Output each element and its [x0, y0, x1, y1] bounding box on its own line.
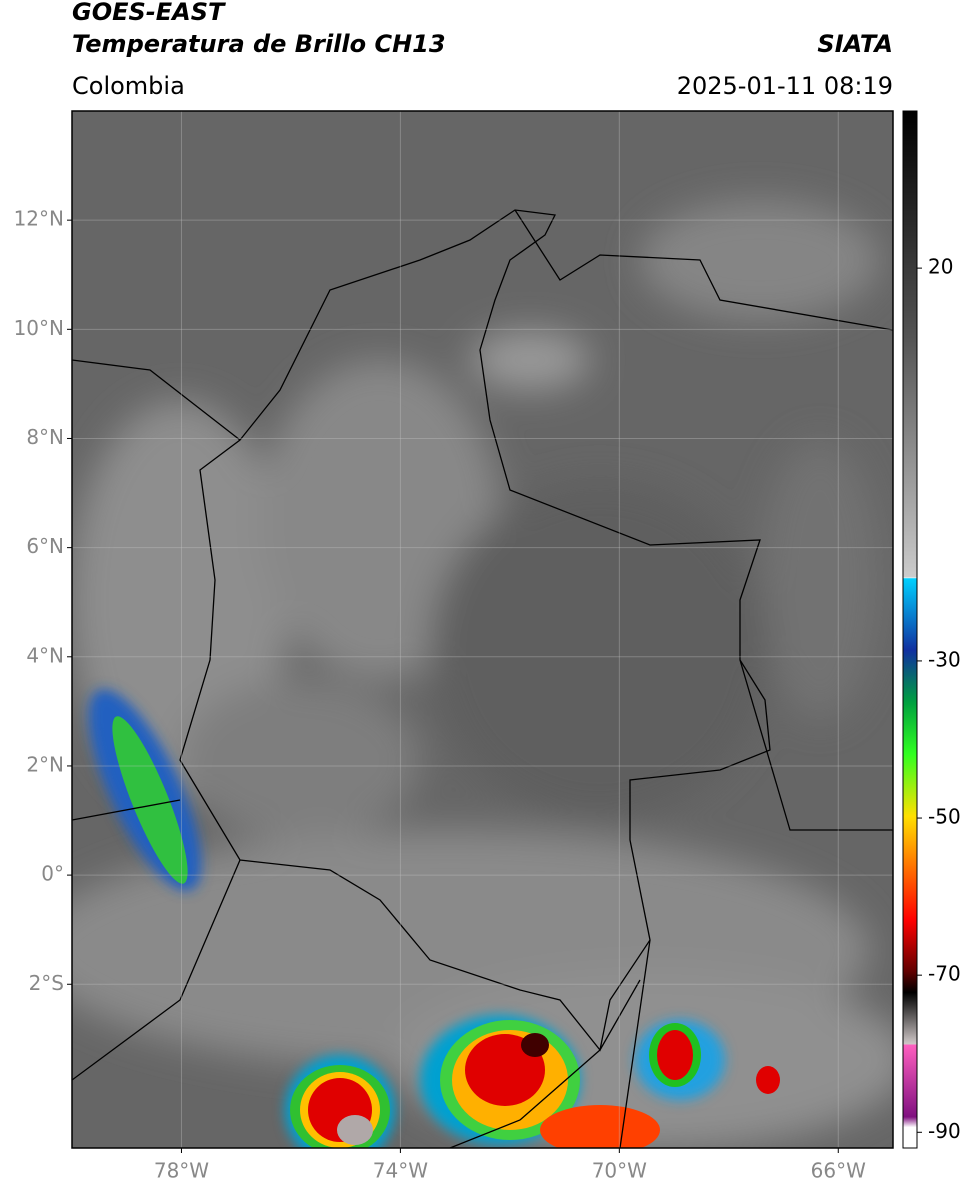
subtitle: Temperatura de Brillo CH13	[72, 30, 446, 58]
map-frame	[71, 110, 894, 1149]
convective-cells	[88, 689, 780, 1148]
x-tick-label: 66°W	[811, 1159, 866, 1183]
satellite-image	[72, 111, 893, 1148]
colorbar	[902, 110, 918, 1149]
colorbar-label: 20	[928, 255, 953, 279]
y-tick-label: 12°N	[14, 207, 64, 231]
x-tick-label: 78°W	[154, 1159, 209, 1183]
source: SIATA	[817, 30, 893, 58]
y-tick-label: 8°N	[26, 425, 64, 449]
y-tick-label: 2°N	[26, 752, 64, 776]
title: GOES-EAST	[72, 0, 226, 26]
datetime: 2025-01-11 08:19	[677, 72, 893, 100]
y-tick-label: 2°S	[29, 971, 64, 995]
cloud-texture	[72, 200, 893, 1148]
y-tick-label: 0°	[41, 862, 64, 886]
x-tick-label: 74°W	[373, 1159, 428, 1183]
colorbar-label: -50	[928, 805, 961, 829]
y-tick-label: 6°N	[26, 534, 64, 558]
x-tick-label: 70°W	[592, 1159, 647, 1183]
colorbar-label: -30	[928, 647, 961, 671]
boundaries	[72, 209, 893, 1148]
grid	[72, 111, 893, 1148]
y-tick-label: 10°N	[14, 316, 64, 340]
y-tick-label: 4°N	[26, 643, 64, 667]
region: Colombia	[72, 72, 185, 100]
colorbar-label: -90	[928, 1119, 961, 1143]
colorbar-label: -70	[928, 962, 961, 986]
